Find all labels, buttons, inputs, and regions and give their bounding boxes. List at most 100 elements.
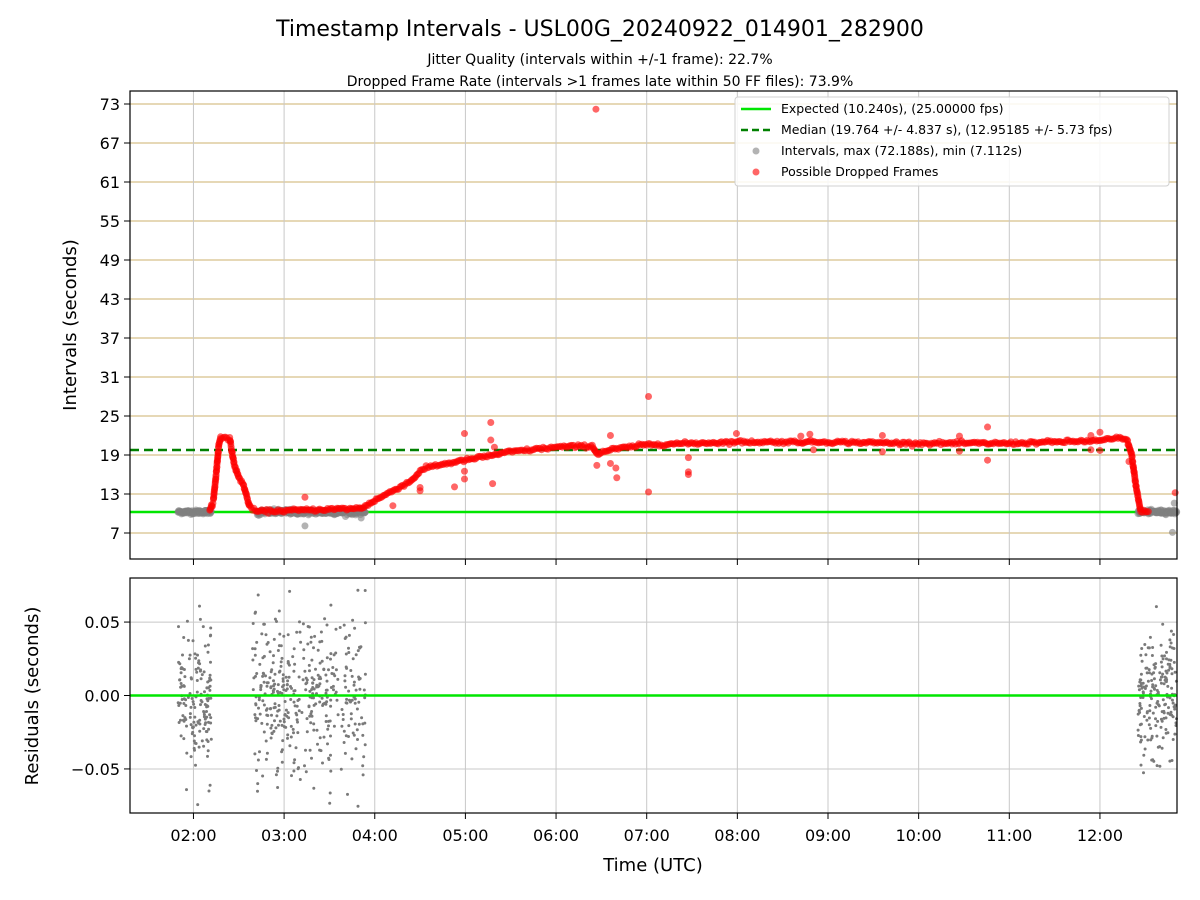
x-tick-label: 03:00 bbox=[261, 826, 307, 845]
residual-point bbox=[198, 729, 202, 733]
residual-point bbox=[1173, 703, 1177, 707]
residual-point bbox=[324, 691, 328, 695]
residual-point bbox=[209, 626, 213, 630]
residual-point bbox=[333, 674, 337, 678]
residual-point bbox=[273, 682, 277, 686]
dropped-frame-point bbox=[984, 456, 992, 464]
residual-point bbox=[294, 746, 298, 750]
residual-point bbox=[251, 658, 255, 662]
residual-point bbox=[298, 620, 301, 624]
residual-point bbox=[329, 769, 333, 773]
interval-point bbox=[1170, 499, 1178, 507]
residual-point bbox=[258, 662, 262, 666]
residual-point bbox=[295, 630, 299, 634]
residual-point bbox=[338, 626, 342, 629]
residual-point bbox=[343, 674, 347, 678]
intervals-y-tick-label: 61 bbox=[100, 173, 120, 192]
residual-point bbox=[320, 696, 324, 700]
residual-point bbox=[255, 640, 259, 644]
residual-point bbox=[335, 698, 339, 702]
residual-point bbox=[342, 729, 346, 733]
residual-point bbox=[271, 690, 275, 694]
residual-point bbox=[324, 720, 328, 723]
residual-point bbox=[182, 636, 186, 639]
residual-point bbox=[205, 686, 209, 690]
residual-point bbox=[200, 739, 204, 743]
residual-point bbox=[312, 696, 315, 700]
residual-point bbox=[1145, 671, 1149, 675]
residual-point bbox=[253, 653, 257, 657]
residual-point bbox=[299, 640, 303, 644]
residual-point bbox=[264, 674, 267, 678]
residual-point bbox=[202, 715, 206, 719]
residual-point bbox=[257, 698, 261, 702]
residual-point bbox=[199, 668, 203, 672]
residual-point bbox=[309, 712, 313, 716]
residual-point bbox=[1173, 707, 1177, 711]
residuals-y-tick-label: 0.05 bbox=[84, 613, 120, 632]
residual-point bbox=[1168, 713, 1172, 716]
residual-point bbox=[305, 678, 309, 682]
residual-point bbox=[357, 700, 361, 704]
residual-point bbox=[206, 643, 210, 647]
residual-point bbox=[281, 739, 285, 743]
residual-point bbox=[289, 735, 293, 739]
residuals-points bbox=[176, 588, 1178, 808]
residual-point bbox=[187, 657, 191, 661]
residual-point bbox=[179, 734, 183, 738]
residual-point bbox=[1155, 764, 1159, 768]
residual-point bbox=[1168, 638, 1172, 642]
dropped-frame-point bbox=[955, 432, 963, 440]
residual-point bbox=[301, 678, 305, 682]
residual-point bbox=[273, 705, 277, 709]
residual-point bbox=[340, 708, 344, 711]
residual-point bbox=[347, 633, 351, 637]
residual-point bbox=[273, 672, 277, 676]
residual-point bbox=[277, 723, 280, 727]
residual-point bbox=[1169, 710, 1173, 714]
residual-point bbox=[362, 755, 366, 759]
residual-point bbox=[265, 684, 269, 688]
dropped-frame-point bbox=[606, 432, 614, 439]
residual-point bbox=[270, 713, 273, 717]
residual-point bbox=[307, 663, 311, 667]
residual-point bbox=[279, 664, 283, 668]
residual-point bbox=[1137, 688, 1141, 692]
residual-point bbox=[190, 732, 194, 736]
residual-point bbox=[268, 650, 272, 654]
residual-point bbox=[1163, 654, 1166, 658]
chart-subtitle-jitter: Jitter Quality (intervals within +/-1 fr… bbox=[426, 52, 772, 68]
residual-point bbox=[208, 676, 212, 680]
residual-point bbox=[316, 742, 319, 746]
residual-point bbox=[256, 758, 260, 762]
residual-point bbox=[305, 717, 309, 721]
residual-point bbox=[185, 724, 188, 728]
residuals-y-tick-label: −0.05 bbox=[71, 760, 120, 779]
intervals-y-ticks: 7 13 19 25 31 37 43 49 55 61 67 73 bbox=[100, 95, 130, 543]
residual-point bbox=[353, 701, 357, 705]
residual-point bbox=[277, 708, 281, 712]
dropped-frame-point bbox=[593, 461, 601, 469]
residual-point bbox=[340, 724, 344, 728]
residual-point bbox=[198, 604, 201, 608]
residual-point bbox=[194, 667, 198, 671]
residual-point bbox=[204, 721, 208, 725]
residual-point bbox=[1167, 668, 1171, 672]
dropped-frame-point bbox=[809, 446, 817, 454]
residual-point bbox=[336, 713, 340, 717]
residual-point bbox=[334, 627, 338, 631]
residual-point bbox=[290, 774, 293, 778]
residual-point bbox=[309, 640, 313, 644]
residual-point bbox=[354, 653, 358, 657]
residual-point bbox=[273, 702, 277, 706]
residual-point bbox=[1138, 711, 1142, 714]
dropped-frame-point bbox=[592, 105, 600, 113]
dropped-frame-point bbox=[490, 443, 498, 451]
residual-point bbox=[180, 666, 184, 670]
residual-point bbox=[1168, 662, 1172, 666]
residual-point bbox=[1160, 746, 1164, 750]
residual-point bbox=[360, 716, 364, 720]
residual-point bbox=[283, 713, 287, 717]
intervals-points bbox=[174, 105, 1181, 536]
residuals-axes-frame bbox=[129, 577, 1178, 814]
